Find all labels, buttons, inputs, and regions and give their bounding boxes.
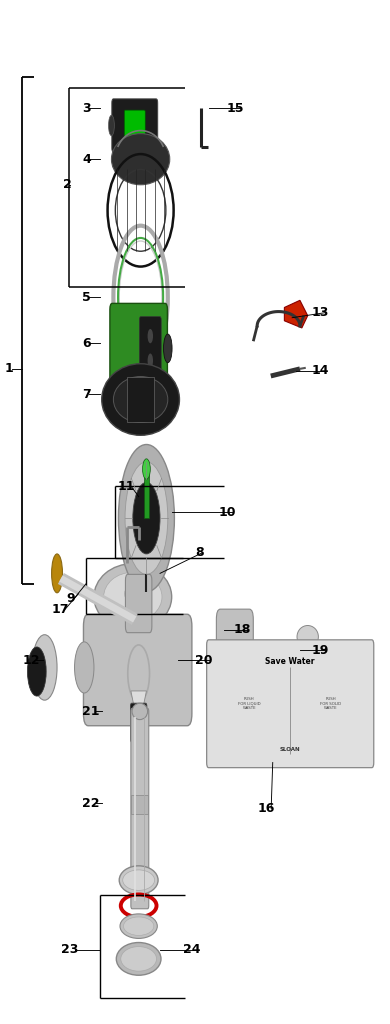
Text: 14: 14 [312,365,329,378]
FancyBboxPatch shape [227,676,245,717]
Text: 17: 17 [51,603,69,615]
Text: Save Water: Save Water [266,657,315,667]
FancyBboxPatch shape [216,609,253,696]
FancyBboxPatch shape [131,796,148,814]
Ellipse shape [132,703,147,720]
Ellipse shape [125,583,140,605]
Circle shape [28,647,46,696]
FancyBboxPatch shape [112,99,158,152]
Ellipse shape [123,870,154,890]
Text: 24: 24 [183,943,201,956]
Text: 7: 7 [82,388,91,401]
Text: 21: 21 [82,705,100,718]
FancyBboxPatch shape [131,709,149,908]
Text: PUSH
FOR LIQUID
WASTE: PUSH FOR LIQUID WASTE [238,697,261,711]
Ellipse shape [119,866,158,894]
FancyBboxPatch shape [110,303,167,393]
FancyBboxPatch shape [126,574,152,633]
Text: 22: 22 [82,797,100,810]
Text: 10: 10 [218,506,236,518]
Circle shape [32,635,57,700]
FancyBboxPatch shape [131,703,147,742]
Ellipse shape [112,134,170,184]
Ellipse shape [163,334,172,362]
Text: 5: 5 [82,291,91,304]
Ellipse shape [116,942,161,975]
Text: 8: 8 [195,547,204,559]
FancyBboxPatch shape [140,316,161,380]
FancyBboxPatch shape [207,640,374,768]
Text: 9: 9 [67,593,75,605]
Text: 6: 6 [82,337,91,350]
Ellipse shape [297,626,318,648]
Ellipse shape [94,563,172,630]
Text: 19: 19 [312,643,329,656]
Text: 15: 15 [226,101,244,115]
Text: 23: 23 [61,943,78,956]
Text: 18: 18 [234,623,251,636]
Ellipse shape [102,364,179,435]
Ellipse shape [113,377,168,423]
Ellipse shape [108,116,114,135]
Text: 20: 20 [195,653,213,667]
Circle shape [125,462,168,574]
Circle shape [133,482,160,554]
Circle shape [142,459,150,479]
Circle shape [147,329,153,343]
Circle shape [74,642,94,693]
Text: SLOAN: SLOAN [280,748,301,753]
Ellipse shape [120,913,157,938]
Text: 13: 13 [312,306,329,319]
Text: PUSH
FOR SOLID
WASTE: PUSH FOR SOLID WASTE [321,697,342,711]
Text: 12: 12 [22,653,39,667]
Circle shape [147,353,153,368]
Text: 2: 2 [63,178,72,191]
Ellipse shape [51,554,62,593]
FancyBboxPatch shape [124,111,145,139]
FancyBboxPatch shape [127,377,154,422]
Ellipse shape [121,946,156,971]
Text: 3: 3 [82,101,91,115]
Text: 16: 16 [257,802,275,815]
Polygon shape [131,691,146,707]
FancyBboxPatch shape [83,614,192,726]
Text: 4: 4 [82,153,91,166]
Text: 11: 11 [117,480,135,493]
Bar [144,472,149,518]
Ellipse shape [104,572,162,622]
Text: 1: 1 [5,362,13,376]
Ellipse shape [297,649,318,672]
Circle shape [119,444,174,592]
Polygon shape [284,300,308,328]
Ellipse shape [133,602,145,643]
Ellipse shape [124,916,154,935]
